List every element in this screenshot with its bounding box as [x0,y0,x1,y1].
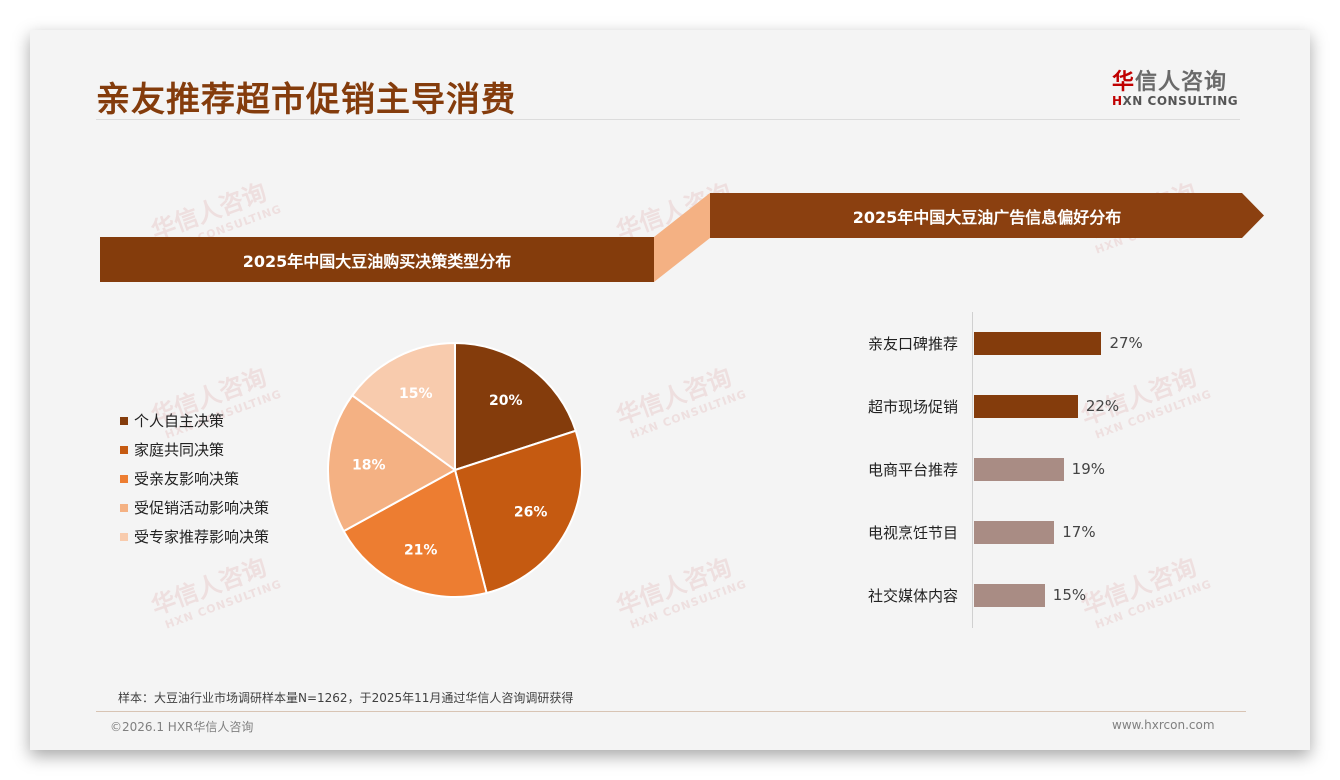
title-divider [96,119,1240,120]
bar [974,583,1045,607]
left-chart-banner: 2025年中国大豆油购买决策类型分布 [100,237,654,282]
pie-slice-label: 15% [399,386,433,402]
legend-item: 受亲友影响决策 [120,464,269,493]
logo-en-first: H [1112,94,1123,108]
pie-slice [327,393,457,533]
legend-swatch [120,474,128,483]
legend-item: 受专家推荐影响决策 [120,522,269,551]
legend-label: 受促销活动影响决策 [134,499,270,517]
bar-label: 社交媒体内容 [867,586,958,605]
page-title: 亲友推荐超市促销主导消费 [96,80,516,120]
bar-label: 电视烹饪节目 [867,523,958,542]
bar-chart-axis [972,312,973,628]
left-chart-title: 2025年中国大豆油购买决策类型分布 [242,251,512,271]
bar-row: 电商平台推荐 19% [830,457,1105,481]
bar-value: 17% [1062,523,1096,541]
bar [974,394,1078,418]
pie-slice [342,468,488,598]
logo-cn-first: 华 [1112,70,1136,95]
bar-row: 电视烹饪节目 17% [830,520,1096,544]
legend-swatch [120,416,128,425]
pie-slice [350,341,456,472]
copyright: ©2026.1 HXR华信人咨询 [110,720,254,734]
sample-note: 样本：大豆油行业市场调研样本量N=1262，于2025年11月通过华信人咨询调研… [118,691,574,705]
footer-divider [96,711,1246,712]
bar [974,520,1055,544]
banner-connector [654,193,710,282]
legend-label: 家庭共同决策 [134,441,225,459]
website-link[interactable]: www.hxrcon.com [1112,718,1215,732]
bar-label: 电商平台推荐 [867,460,958,479]
legend-label: 受专家推荐影响决策 [134,528,270,546]
bar-label: 亲友口碑推荐 [867,334,958,353]
legend-swatch [120,532,128,541]
bar-label: 超市现场促销 [867,397,958,416]
bar-value: 22% [1085,397,1120,415]
arrow-banner-shape [710,193,1264,238]
pie-slice-label: 26% [514,505,548,521]
pie-slice-label: 18% [352,458,386,474]
pie-legend: 个人自主决策 家庭共同决策 受亲友影响决策 受促销活动影响决策 受专家推荐影响决… [120,406,269,551]
legend-swatch [120,503,128,512]
pie-slice-label: 20% [489,393,523,409]
bar-row: 社交媒体内容 15% [830,583,1086,607]
bar-value: 19% [1071,460,1106,478]
bar-value: 27% [1109,334,1143,352]
logo-cn-rest: 信人咨询 [1135,70,1228,95]
bar-value: 15% [1052,586,1087,604]
bar-row: 超市现场促销 22% [830,394,1119,418]
legend-item: 个人自主决策 [120,406,269,435]
pie-slice [453,429,583,595]
bar [974,331,1102,355]
legend-label: 受亲友影响决策 [134,470,240,488]
legend-item: 家庭共同决策 [120,435,269,464]
company-logo: 华信人咨询 HXN CONSULTING [1112,64,1242,108]
right-chart-banner: 2025年中国大豆油广告信息偏好分布 [710,193,1264,238]
pie-slice-label: 21% [404,542,438,558]
bar [974,457,1064,481]
legend-swatch [120,445,128,454]
decision-type-pie-chart: 20% 26% 21% 18% 15% [327,341,583,598]
legend-label: 个人自主决策 [134,412,225,430]
bar-row: 亲友口碑推荐 27% [830,331,1143,355]
logo-en-rest: XN CONSULTING [1122,94,1239,108]
right-chart-title: 2025年中国大豆油广告信息偏好分布 [852,207,1122,227]
legend-item: 受促销活动影响决策 [120,493,269,522]
pie-slice [454,341,578,472]
